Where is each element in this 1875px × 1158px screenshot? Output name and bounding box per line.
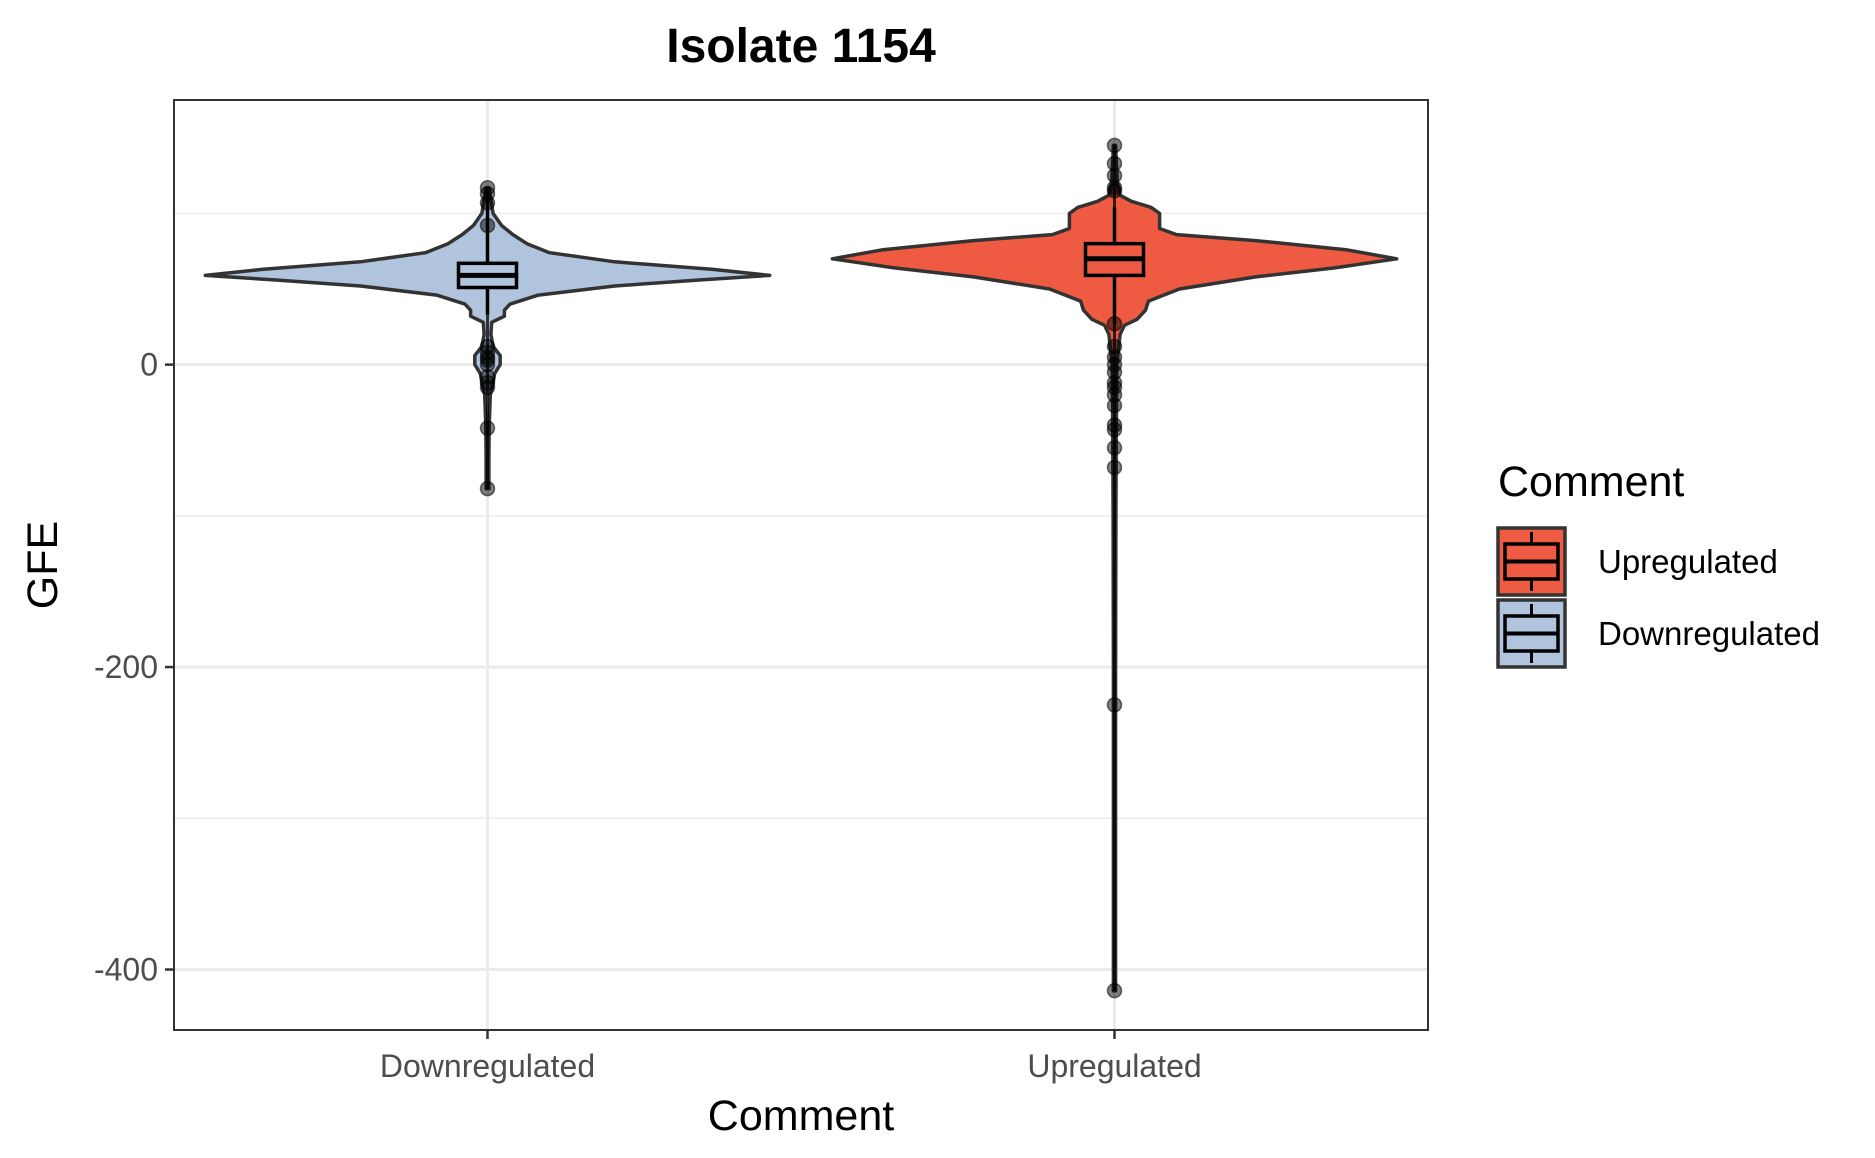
y-axis-title: GFE [19,521,67,609]
y-tick-label: -400 [94,952,158,988]
x-tick-label: Downregulated [380,1048,595,1084]
plot-panel [173,99,1429,1031]
chart-title: Isolate 1154 [666,20,936,73]
violin-group-upregulated [830,137,1399,999]
legend-label: Upregulated [1598,543,1778,580]
y-tick-label: -200 [94,649,158,685]
legend-item-upregulated: Upregulated [1496,526,1778,597]
plot-border [173,99,1429,1031]
legend-items: Upregulated Downregulated [1496,526,1820,669]
violin-group-downregulated [203,179,772,497]
y-tick-label: 0 [140,347,158,383]
legend-title: Comment [1498,458,1684,506]
violins [203,137,1399,999]
legend: Comment Upregulated Downregulated [1496,458,1820,669]
legend-label: Downregulated [1598,615,1820,652]
x-tick-label: Upregulated [1027,1048,1201,1084]
x-axis-title: Comment [708,1092,894,1140]
x-axis: Downregulated Upregulated [380,1030,1202,1084]
y-axis: 0 -200 -400 [94,347,174,988]
legend-item-downregulated: Downregulated [1496,598,1820,669]
